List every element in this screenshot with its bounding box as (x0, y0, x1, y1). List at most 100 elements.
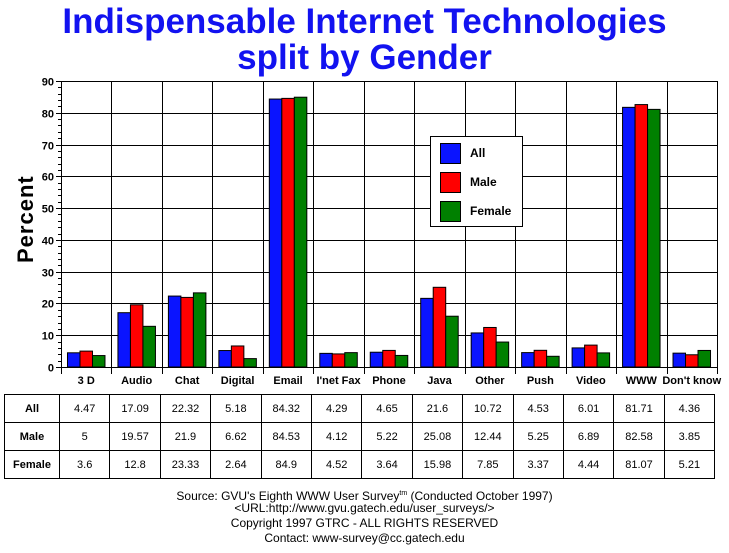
bar-all (167, 295, 182, 368)
bar-female (596, 352, 611, 368)
bar-male (382, 349, 396, 368)
legend-label-female: Female (470, 204, 512, 218)
legend-label-all: All (470, 146, 486, 160)
footer-url[interactable]: <URL:http://www.gvu.gatech.edu/user_surv… (234, 501, 495, 515)
x-tick-label: Chat (175, 375, 200, 387)
bar-all (319, 352, 333, 368)
table-cell: 3.6 (58, 450, 111, 479)
table-cell: 4.36 (663, 394, 716, 423)
bar-all (66, 352, 81, 368)
svg-text:0: 0 (48, 363, 54, 375)
table-cell: 81.71 (613, 394, 665, 423)
table-cell: 17.09 (109, 394, 161, 423)
svg-text:10: 10 (42, 331, 54, 343)
bar-female (495, 341, 510, 368)
svg-text:40: 40 (42, 236, 54, 248)
table-cell: 3.64 (361, 450, 413, 479)
x-tick-label: Phone (372, 375, 406, 387)
table-row: Male 5 19.57 21.9 6.62 84.53 4.12 5.22 25.08 12.4… (4, 422, 716, 451)
legend-swatch-male (440, 172, 461, 193)
x-tick-label: Don't know (662, 375, 721, 387)
bar-chart: 0 10 20 30 40 50 60 70 80 90 3 D Audio Chat Digital Em… (42, 77, 722, 388)
x-tick-label: Audio (121, 375, 152, 387)
table-cell: 4.53 (512, 394, 564, 423)
table-cell: 5.18 (210, 394, 262, 423)
table-cell: 23.33 (159, 450, 212, 479)
svg-text:60: 60 (42, 172, 54, 184)
table-cell: 4.12 (310, 422, 363, 451)
bar-all (369, 351, 384, 368)
source-text: Source: GVU's Eighth WWW User Survey (176, 489, 400, 503)
bar-all (571, 347, 586, 368)
bar-female (344, 352, 358, 368)
svg-text:70: 70 (42, 141, 54, 153)
x-tick-label: WWW (626, 375, 658, 387)
x-tick-label: Push (527, 375, 554, 387)
table-cell: 2.64 (210, 450, 262, 479)
bar-male (483, 326, 497, 368)
bar-all (521, 352, 535, 368)
x-tick-label: Email (273, 375, 302, 387)
table-cell: 10.72 (462, 394, 514, 423)
table-cell: 21.9 (159, 422, 212, 451)
bar-female (293, 96, 308, 368)
bar-female (546, 355, 560, 368)
bar-all (117, 312, 131, 368)
x-tick-label: 3 D (78, 375, 95, 387)
table-cell: 82.58 (613, 422, 665, 451)
table-cell: 84.53 (260, 422, 312, 451)
table-cell: 19.57 (109, 422, 161, 451)
bar-male (685, 354, 699, 368)
row-header: Female (4, 450, 60, 479)
table-cell: 7.85 (462, 450, 514, 479)
bar-male (129, 304, 144, 368)
bar-male (230, 345, 245, 368)
table-row: Female 3.6 12.8 23.33 2.64 84.9 4.52 3.64 15.98 7… (4, 450, 716, 479)
bar-male (533, 349, 548, 368)
footer-source: Source: GVU's Eighth WWW User Surveytm (… (0, 486, 729, 504)
table-cell: 21.6 (411, 394, 464, 423)
bar-female (697, 349, 712, 368)
x-tick-label: Other (475, 375, 505, 387)
table-cell: 6.62 (210, 422, 262, 451)
bar-all (268, 98, 283, 368)
bar-male (281, 97, 295, 368)
bar-male (634, 104, 649, 368)
bar-all (218, 350, 232, 368)
footer-contact[interactable]: Contact: www-survey@cc.gatech.edu (264, 531, 465, 545)
bar-all (672, 352, 687, 368)
table-cell: 4.44 (562, 450, 615, 479)
data-table: All 4.47 17.09 22.32 5.18 84.32 4.29 4.65 21.6 10… (4, 394, 716, 479)
bar-female (394, 354, 409, 368)
table-cell: 3.85 (663, 422, 716, 451)
bar-female (445, 315, 459, 368)
row-header: Male (4, 422, 60, 451)
table-cell: 4.65 (361, 394, 413, 423)
table-cell: 84.32 (260, 394, 312, 423)
table-cell: 22.32 (159, 394, 212, 423)
table-cell: 12.8 (109, 450, 161, 479)
legend-swatch-all (440, 143, 461, 164)
x-tick-label: Digital (221, 375, 255, 387)
chart-title-line1: Indispensable Internet Technologies (62, 2, 667, 41)
bar-male (79, 350, 93, 368)
table-cell: 4.29 (310, 394, 363, 423)
table-cell: 5.25 (512, 422, 564, 451)
bar-female (142, 325, 156, 368)
row-header: All (4, 394, 60, 423)
bar-female (243, 358, 257, 368)
table-cell: 3.37 (512, 450, 564, 479)
legend: All Male Female (430, 136, 523, 227)
bar-all (420, 297, 434, 368)
table-cell: 81.07 (613, 450, 665, 479)
table-cell: 6.89 (562, 422, 615, 451)
bar-female (192, 292, 207, 368)
bar-male (584, 344, 598, 368)
table-cell: 12.44 (462, 422, 514, 451)
legend-label-male: Male (470, 175, 497, 189)
table-cell: 4.47 (58, 394, 111, 423)
table-cell: 5.21 (663, 450, 716, 479)
chart-title-line2: split by Gender (237, 38, 492, 77)
legend-swatch-female (440, 201, 461, 222)
x-tick-label: Java (427, 375, 452, 387)
